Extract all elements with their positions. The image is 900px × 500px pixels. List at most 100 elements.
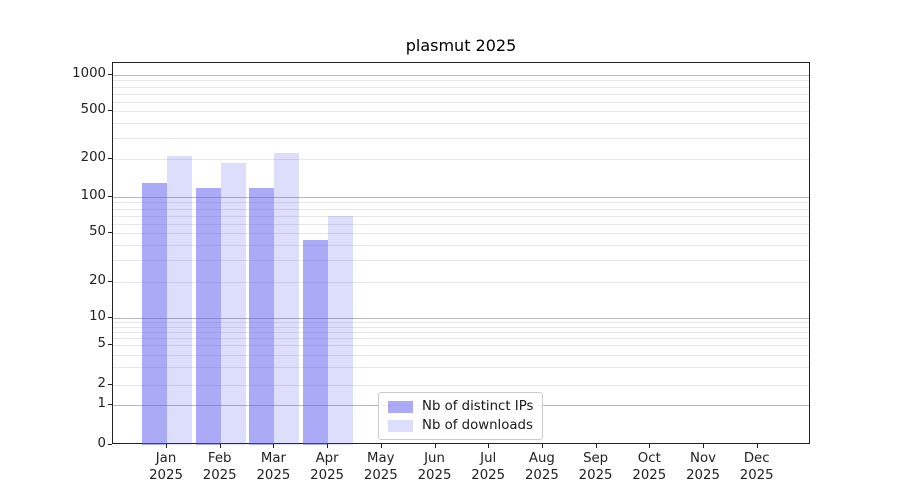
gridline-minor	[113, 122, 809, 124]
month-label: Jul	[480, 451, 497, 466]
x-tick-mark	[488, 444, 490, 448]
year-label: 2025	[739, 468, 774, 483]
month-label: Jun	[424, 451, 445, 466]
gridline-minor	[113, 331, 809, 333]
y-tick-label: 10	[89, 309, 106, 324]
y-tick-label: 1000	[72, 66, 106, 81]
x-tick-label: Nov 2025	[663, 450, 743, 484]
legend-row-distinct-ips: Nb of distinct IPs	[388, 399, 533, 414]
x-tick-mark	[703, 444, 704, 448]
x-tick-label: Jun 2025	[395, 450, 475, 484]
x-tick-label: Sep 2025	[556, 450, 636, 484]
x-tick-mark	[273, 444, 275, 448]
x-tick-mark	[595, 444, 597, 448]
month-label: Sep	[583, 451, 609, 466]
month-label: Dec	[743, 451, 770, 466]
legend: Nb of distinct IPs Nb of downloads	[378, 392, 544, 440]
year-label: 2025	[417, 468, 452, 483]
y-tick-label: 500	[80, 102, 106, 117]
year-label: 2025	[578, 468, 613, 483]
year-label: 2025	[310, 468, 345, 483]
x-tick-label: Apr 2025	[287, 450, 367, 484]
y-tick-mark	[108, 280, 112, 282]
x-tick-mark	[219, 444, 221, 448]
month-label: Jan	[155, 451, 177, 466]
x-tick-label: Dec 2025	[717, 450, 797, 484]
y-tick-mark	[108, 383, 112, 385]
y-tick-label: 1	[97, 396, 106, 411]
month-label: Nov	[690, 451, 716, 466]
bar-distinct-ips	[249, 188, 275, 445]
x-tick-mark	[434, 444, 436, 448]
y-tick-label: 50	[89, 224, 106, 239]
y-tick-label: 100	[80, 188, 106, 203]
x-tick-label: Jan 2025	[126, 450, 206, 484]
legend-label-distinct-ips: Nb of distinct IPs	[422, 399, 534, 414]
year-label: 2025	[632, 468, 667, 483]
x-tick-label: Mar 2025	[233, 450, 313, 484]
y-tick-mark	[108, 195, 112, 197]
plot-area	[112, 62, 810, 445]
x-tick-label: Oct 2025	[609, 450, 689, 484]
gridline-minor	[113, 80, 809, 82]
y-tick-label: 200	[80, 150, 106, 165]
bar-downloads	[328, 215, 354, 445]
gridline-minor	[113, 159, 809, 160]
bar-distinct-ips	[303, 239, 329, 445]
chart-title: plasmut 2025	[405, 36, 517, 55]
x-tick-mark	[756, 444, 758, 448]
y-tick-label: 0	[97, 436, 106, 451]
year-label: 2025	[149, 468, 183, 483]
gridline-minor	[113, 282, 809, 283]
gridline-minor	[113, 260, 809, 262]
gridline-minor	[113, 322, 809, 324]
x-tick-mark	[327, 444, 329, 448]
x-tick-label: Jul 2025	[448, 450, 528, 484]
gridline-minor	[113, 86, 809, 88]
bar-distinct-ips	[142, 182, 167, 445]
y-tick-mark	[108, 231, 112, 233]
gridline-minor	[113, 208, 809, 210]
x-tick-mark	[380, 444, 382, 448]
y-tick-label: 5	[97, 336, 106, 351]
y-tick-mark	[108, 403, 112, 405]
gridline-minor	[113, 93, 809, 95]
x-tick-label: Feb 2025	[180, 450, 260, 484]
gridline-minor	[113, 244, 809, 246]
legend-row-downloads: Nb of downloads	[388, 418, 533, 433]
legend-swatch-downloads	[388, 419, 413, 432]
x-tick-label: May 2025	[341, 450, 421, 484]
gridline-minor	[113, 385, 809, 386]
month-label: Feb	[207, 451, 232, 466]
x-tick-mark	[541, 444, 543, 448]
month-label: Mar	[260, 451, 286, 466]
y-tick-mark	[108, 157, 112, 159]
gridline-minor	[113, 137, 809, 139]
y-tick-mark	[108, 443, 112, 445]
month-label: May	[367, 451, 395, 466]
gridline-minor	[113, 223, 809, 225]
y-tick-mark	[108, 73, 112, 75]
gridline-major	[113, 75, 809, 76]
gridline-major	[113, 197, 809, 198]
gridline-minor	[113, 233, 809, 234]
legend-swatch-distinct-ips	[388, 400, 413, 413]
year-label: 2025	[363, 468, 398, 483]
gridline-minor	[113, 215, 809, 217]
x-tick-label: Aug 2025	[502, 450, 582, 484]
month-label: Aug	[528, 451, 555, 466]
year-label: 2025	[524, 468, 559, 483]
x-tick-mark	[166, 444, 167, 448]
gridline-minor	[113, 111, 809, 112]
bar-downloads	[274, 152, 300, 445]
y-tick-label: 2	[97, 376, 106, 391]
y-tick-mark	[108, 109, 112, 111]
y-tick-label: 20	[89, 273, 106, 288]
gridline-minor	[113, 202, 809, 204]
gridline-minor	[113, 345, 809, 346]
gridline-minor	[113, 326, 809, 328]
bar-downloads	[167, 156, 192, 445]
year-label: 2025	[202, 468, 237, 483]
year-label: 2025	[686, 468, 720, 483]
